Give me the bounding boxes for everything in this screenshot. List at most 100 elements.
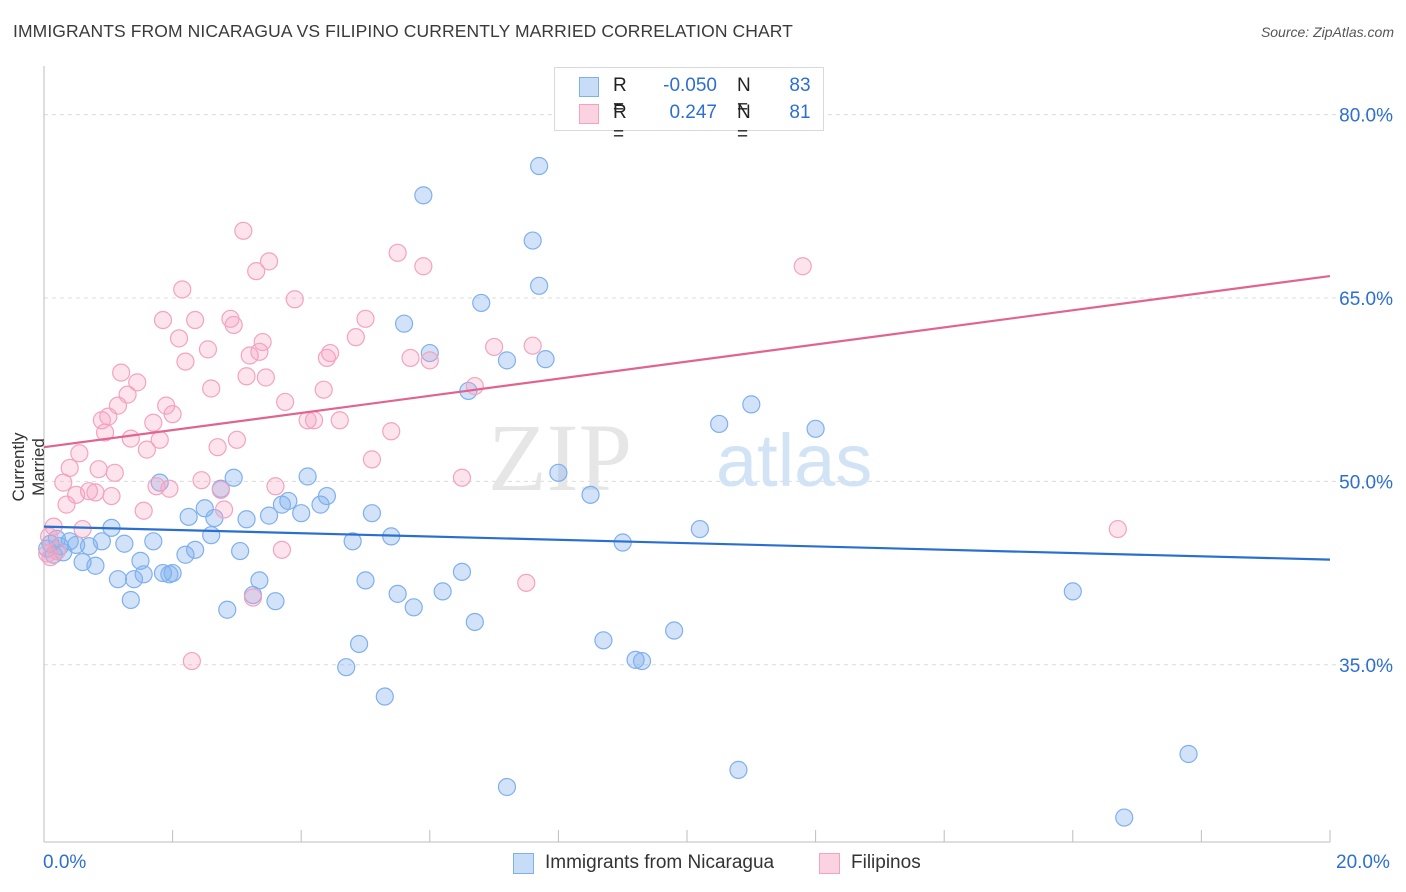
data-point bbox=[250, 571, 269, 590]
data-point bbox=[317, 486, 337, 506]
data-point bbox=[247, 262, 266, 281]
data-point bbox=[160, 479, 179, 498]
data-point bbox=[1063, 582, 1082, 601]
data-point bbox=[253, 332, 272, 352]
legend-n-label: N = bbox=[737, 75, 751, 118]
legend-n-value: 83 bbox=[789, 75, 811, 96]
chart-title: IMMIGRANTS FROM NICARAGUA VS FILIPINO CU… bbox=[13, 21, 793, 41]
data-point bbox=[356, 309, 375, 328]
data-point bbox=[202, 526, 221, 545]
data-point bbox=[523, 231, 542, 250]
data-point bbox=[237, 510, 256, 529]
data-point bbox=[214, 500, 234, 519]
data-point bbox=[375, 687, 394, 706]
y-tick-labels: 35.0% 50.0% 65.0% 80.0% bbox=[1339, 106, 1393, 677]
data-point bbox=[259, 252, 279, 271]
data-point bbox=[665, 621, 684, 640]
data-point bbox=[452, 562, 472, 581]
data-point bbox=[298, 467, 317, 486]
data-point bbox=[163, 563, 182, 583]
data-point bbox=[67, 535, 86, 555]
data-point bbox=[186, 540, 205, 559]
data-point bbox=[131, 551, 150, 570]
data-point bbox=[198, 340, 218, 359]
data-point bbox=[134, 501, 153, 520]
data-point bbox=[1179, 744, 1198, 764]
data-point bbox=[536, 350, 555, 369]
data-point bbox=[150, 430, 169, 449]
data-point bbox=[433, 582, 452, 601]
data-point bbox=[1115, 808, 1134, 827]
data-point bbox=[86, 483, 105, 502]
data-point bbox=[224, 315, 243, 335]
gridlines bbox=[44, 114, 1393, 666]
data-point bbox=[40, 527, 59, 546]
data-point bbox=[317, 348, 337, 368]
data-point bbox=[112, 363, 131, 382]
data-point bbox=[234, 221, 253, 240]
legend-r-value: 0.247 bbox=[669, 102, 717, 123]
data-point bbox=[356, 571, 375, 590]
legend-swatch-filipinos bbox=[579, 104, 599, 124]
data-point bbox=[523, 336, 542, 355]
data-point bbox=[256, 368, 275, 387]
data-point bbox=[115, 534, 134, 553]
data-point bbox=[227, 430, 246, 449]
series-nicaragua-points bbox=[38, 156, 1198, 827]
y-tick-label: 50.0% bbox=[1339, 472, 1393, 493]
data-point bbox=[173, 280, 192, 299]
data-point bbox=[549, 463, 568, 482]
data-point bbox=[176, 545, 195, 564]
series-filipinos-points bbox=[38, 221, 1127, 671]
data-point bbox=[362, 504, 382, 523]
x-tick-label-max: 20.0% bbox=[1336, 852, 1390, 873]
data-point bbox=[176, 352, 195, 371]
legend-n-value: 81 bbox=[789, 102, 811, 123]
data-point bbox=[118, 385, 137, 404]
data-point bbox=[530, 156, 549, 176]
data-point bbox=[231, 541, 250, 561]
data-point bbox=[134, 565, 153, 584]
data-point bbox=[414, 186, 433, 205]
data-point bbox=[452, 468, 472, 487]
data-point bbox=[465, 376, 484, 396]
data-point bbox=[404, 598, 423, 617]
data-point bbox=[202, 379, 221, 398]
data-point bbox=[594, 631, 613, 650]
data-point bbox=[224, 468, 243, 487]
data-point bbox=[420, 343, 439, 363]
data-point bbox=[144, 532, 163, 551]
data-point bbox=[388, 584, 407, 603]
data-point bbox=[394, 314, 414, 333]
correlation-legend: R = -0.050 N = 83 R = 0.247 N = 81 bbox=[554, 67, 824, 145]
data-point bbox=[208, 438, 227, 457]
data-point bbox=[70, 444, 89, 463]
data-point bbox=[144, 413, 163, 432]
data-point bbox=[121, 429, 140, 448]
data-point bbox=[153, 563, 173, 583]
data-point bbox=[626, 650, 645, 669]
data-point bbox=[60, 458, 79, 478]
data-point bbox=[121, 590, 140, 610]
data-point bbox=[401, 348, 420, 368]
bottom-legend-swatch-nicaragua bbox=[513, 853, 534, 874]
data-point bbox=[276, 392, 295, 412]
data-point bbox=[793, 257, 812, 276]
data-point bbox=[240, 346, 259, 365]
data-point bbox=[128, 373, 147, 392]
bottom-legend-swatch-filipinos bbox=[819, 853, 840, 874]
watermark-atlas: atlas bbox=[716, 419, 872, 502]
data-point bbox=[153, 310, 173, 330]
data-point bbox=[124, 570, 144, 589]
data-point bbox=[243, 588, 263, 607]
data-point bbox=[192, 471, 211, 490]
data-point bbox=[169, 329, 189, 348]
data-point bbox=[92, 532, 111, 551]
data-point bbox=[330, 411, 349, 430]
trend-lines bbox=[43, 274, 1331, 561]
data-point bbox=[102, 486, 121, 506]
data-point bbox=[47, 541, 66, 561]
data-point bbox=[530, 276, 549, 295]
y-tick-label: 65.0% bbox=[1339, 289, 1393, 310]
